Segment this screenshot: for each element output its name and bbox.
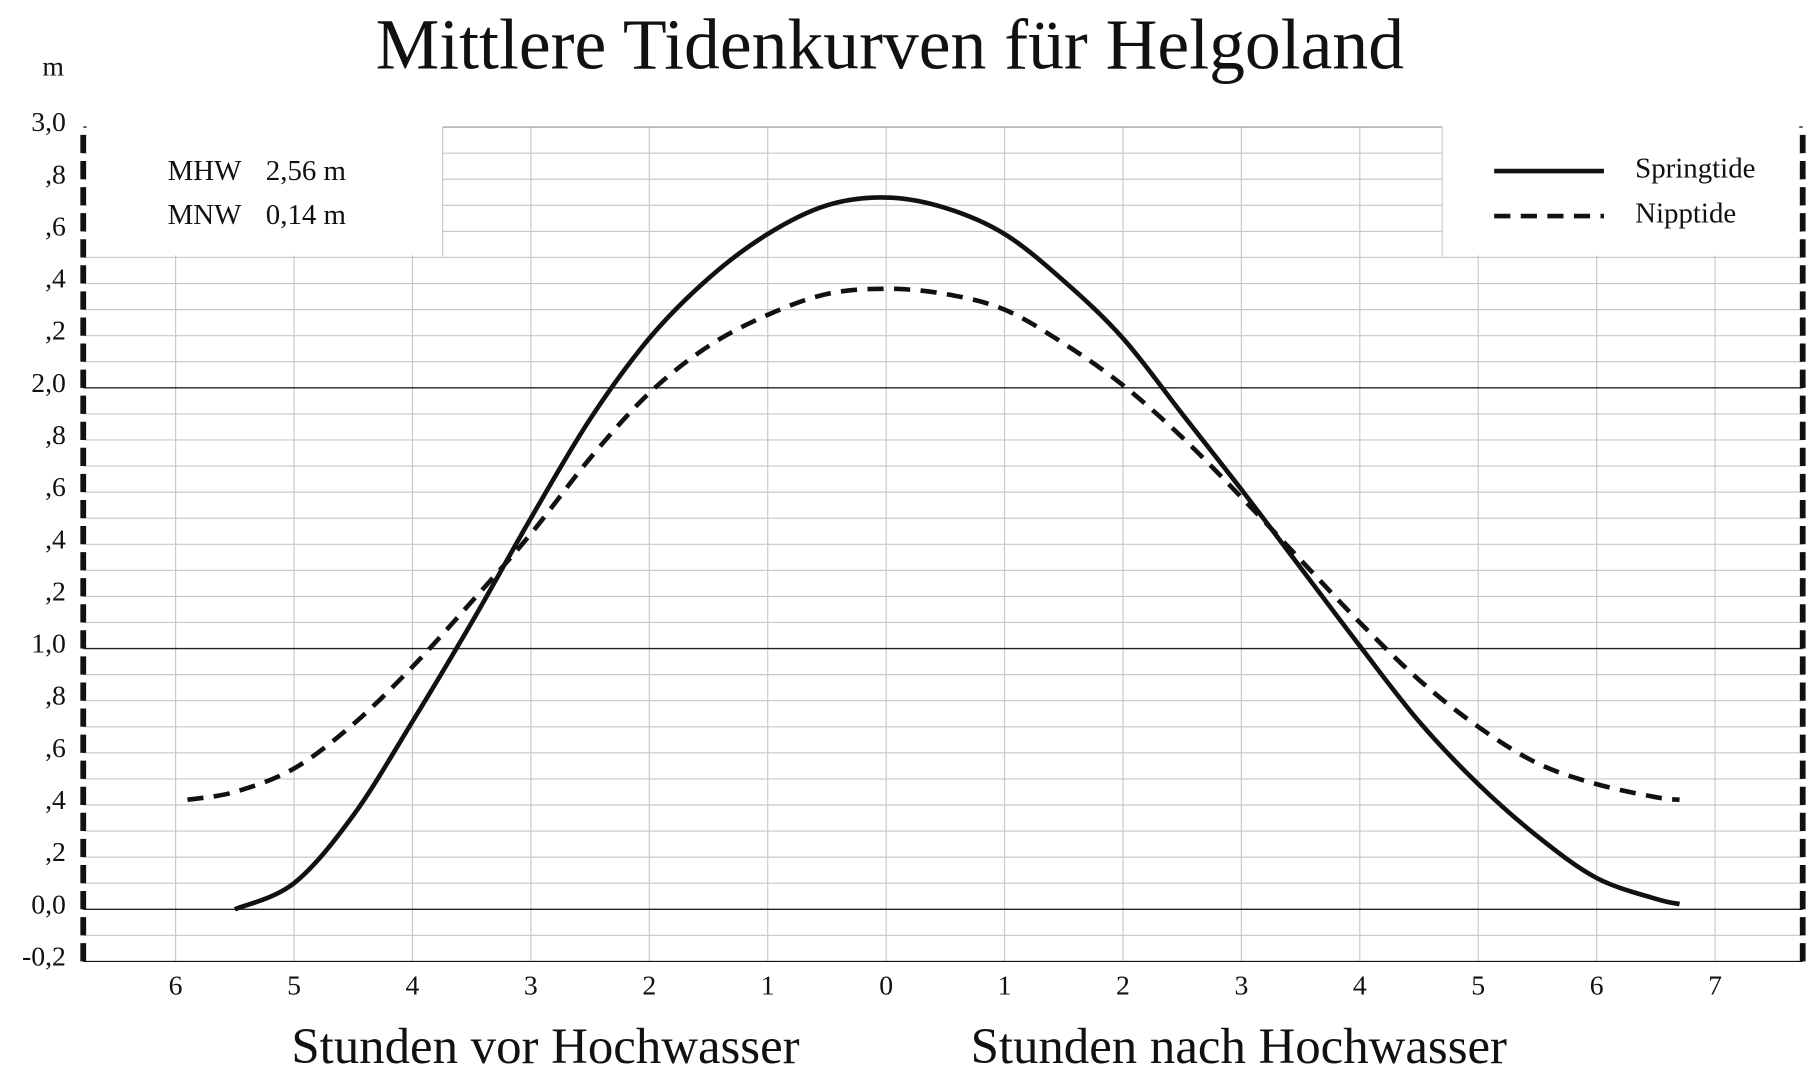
legend-label: Springtide bbox=[1635, 153, 1755, 185]
y-tick-label: ,6 bbox=[45, 732, 66, 763]
legend-label: Nipptide bbox=[1635, 198, 1736, 230]
x-tick-label: 1 bbox=[761, 969, 775, 1000]
y-tick-label: -0,2 bbox=[22, 940, 66, 971]
x-tick-label: 2 bbox=[1116, 969, 1130, 1000]
y-tick-label: ,2 bbox=[45, 315, 66, 346]
annotation-name: MNW bbox=[168, 199, 243, 231]
x-tick-label: 5 bbox=[1471, 969, 1485, 1000]
y-tick-label: ,4 bbox=[45, 263, 66, 294]
series-line bbox=[187, 286, 1680, 803]
x-tick-label: 4 bbox=[406, 969, 420, 1000]
y-unit: m bbox=[42, 51, 64, 82]
y-tick-label: ,8 bbox=[45, 680, 66, 711]
x-tick-label: 5 bbox=[287, 969, 301, 1000]
y-tick-label: ,2 bbox=[45, 836, 66, 867]
annotation-box bbox=[86, 124, 443, 256]
x-label-right: Stunden nach Hochwasser bbox=[971, 1018, 1507, 1074]
x-tick-label: 4 bbox=[1353, 969, 1367, 1000]
x-tick-label: 1 bbox=[998, 969, 1012, 1000]
x-tick-label: 3 bbox=[1234, 969, 1248, 1000]
annotation-name: MHW bbox=[168, 155, 243, 187]
y-tick-label: 3,0 bbox=[31, 106, 66, 137]
y-tick-label: ,2 bbox=[45, 575, 66, 606]
chart-title: Mittlere Tidenkurven für Helgoland bbox=[376, 5, 1404, 84]
y-tick-label: ,8 bbox=[45, 158, 66, 189]
y-tick-label: 0,0 bbox=[31, 888, 66, 919]
x-tick-label: 3 bbox=[524, 969, 538, 1000]
x-tick-label: 6 bbox=[1590, 969, 1604, 1000]
y-tick-label: ,6 bbox=[45, 471, 66, 502]
x-tick-label: 0 bbox=[879, 969, 893, 1000]
y-tick-label: 1,0 bbox=[31, 628, 66, 659]
y-tick-label: 2,0 bbox=[31, 367, 66, 398]
legend-box bbox=[1442, 124, 1800, 256]
y-tick-label: ,4 bbox=[45, 523, 66, 554]
annotation-text: 0,14 m bbox=[266, 199, 347, 231]
y-tick-label: ,4 bbox=[45, 784, 66, 815]
x-tick-label: 2 bbox=[642, 969, 656, 1000]
x-label-left: Stunden vor Hochwasser bbox=[291, 1018, 799, 1074]
y-tick-label: ,6 bbox=[45, 210, 66, 241]
x-tick-label: 6 bbox=[169, 969, 183, 1000]
annotation-text: 2,56 m bbox=[266, 155, 347, 187]
x-tick-label: 7 bbox=[1708, 969, 1722, 1000]
series-line bbox=[233, 195, 1681, 912]
y-tick-label: ,8 bbox=[45, 419, 66, 450]
